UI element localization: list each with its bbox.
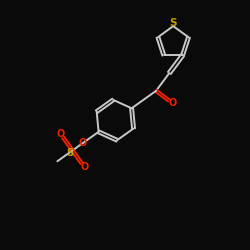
- Text: O: O: [56, 129, 65, 139]
- Text: O: O: [78, 138, 86, 148]
- Text: S: S: [170, 18, 177, 28]
- Text: S: S: [66, 148, 73, 158]
- Text: O: O: [168, 98, 176, 108]
- Text: O: O: [80, 162, 88, 172]
